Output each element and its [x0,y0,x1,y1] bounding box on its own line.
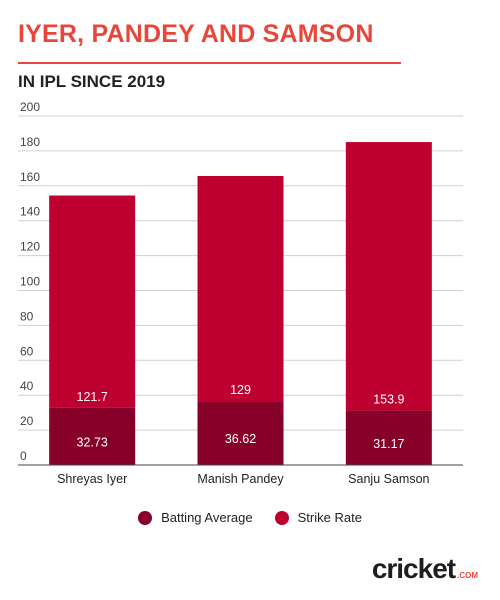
y-tick-label: 20 [20,414,34,428]
bar-strike-rate [345,142,432,411]
y-tick-label: 140 [20,205,40,219]
chart-legend: Batting Average Strike Rate [0,510,500,525]
y-tick-label: 200 [20,100,40,114]
brand-logo: cricket .COM [372,553,478,585]
legend-label-batting-average: Batting Average [161,510,253,525]
data-label: 36.62 [225,432,256,446]
bar-batting-average [345,410,432,465]
y-tick-label: 180 [20,135,40,149]
bar-batting-average [197,401,284,465]
bar-chart: 0 20 40 60 80 100 120 140 160 180 200 32.73 121.7 36… [18,100,463,486]
legend-item-batting-average: Batting Average [138,510,253,525]
legend-label-strike-rate: Strike Rate [297,510,362,525]
x-tick-label: Shreyas Iyer [57,472,127,486]
data-labels: 32.73 121.7 36.62 129 31.17 153.9 [77,383,405,451]
y-tick-label: 0 [20,449,27,463]
x-axis-ticks: Shreyas Iyer Manish Pandey Sanju Samson [57,472,429,486]
batting-average-swatch-icon [138,510,153,525]
data-label: 121.7 [77,390,108,404]
bar-strike-rate [49,195,136,408]
y-tick-label: 40 [20,379,34,393]
y-axis-ticks: 0 20 40 60 80 100 120 140 160 180 200 [20,100,40,463]
title-underline [18,62,401,64]
y-tick-label: 100 [20,275,40,289]
y-tick-label: 120 [20,240,40,254]
bars [49,142,432,465]
strike-rate-swatch-icon [274,510,289,525]
data-label: 153.9 [373,393,404,407]
y-tick-label: 60 [20,344,34,358]
x-tick-label: Manish Pandey [197,472,284,486]
y-tick-label: 160 [20,170,40,184]
x-tick-label: Sanju Samson [348,472,429,486]
bar-batting-average [49,407,136,465]
brand-domain: .COM [457,571,478,580]
data-label: 31.17 [373,437,404,451]
data-label: 129 [230,383,251,397]
bar-strike-rate [197,175,284,402]
brand-name: cricket [371,553,456,584]
y-tick-label: 80 [20,309,34,323]
data-label: 32.73 [77,435,108,449]
chart-subtitle: IN IPL SINCE 2019 [18,72,166,91]
chart-title: IYER, PANDEY AND SAMSON [18,20,374,48]
legend-item-strike-rate: Strike Rate [274,510,362,525]
